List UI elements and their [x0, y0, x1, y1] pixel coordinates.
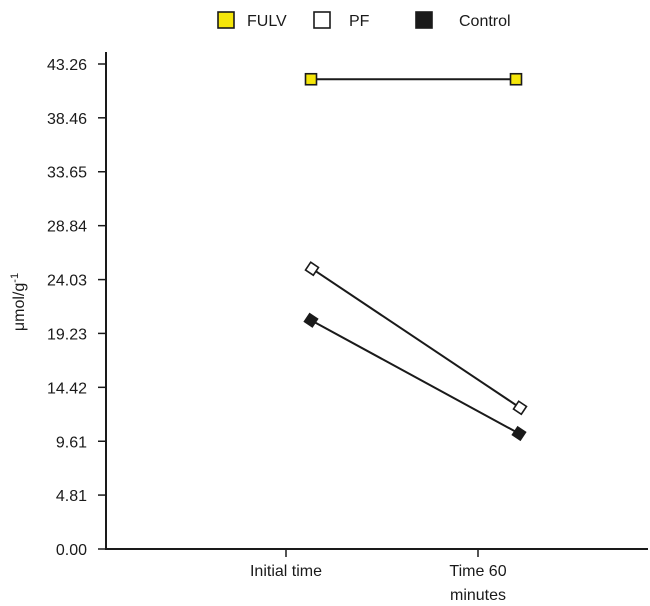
legend-item-pf: PF [313, 11, 370, 30]
legend: FULV PF Control [217, 11, 511, 30]
legend-label: Control [459, 13, 511, 30]
data-point [509, 72, 523, 86]
data-point [304, 261, 320, 277]
series-line [311, 267, 521, 409]
x-tick-label: Initial time [250, 563, 322, 580]
legend-swatch [415, 11, 433, 29]
y-axis-title-main: μmol/g [11, 283, 28, 331]
y-tick-label: 19.23 [47, 326, 87, 343]
data-point [304, 72, 318, 86]
y-tick-label: 14.42 [47, 380, 87, 397]
series-pf [304, 261, 528, 416]
y-tick-label: 28.84 [47, 219, 87, 236]
y-axis-title: μmol/g-1 [9, 273, 28, 331]
legend-label: FULV [247, 13, 287, 30]
legend-item-fulv: FULV [217, 11, 287, 30]
y-tick-label: 33.65 [47, 165, 87, 182]
data-point [303, 312, 319, 328]
legend-swatch [217, 11, 235, 29]
y-axis: 0.00 4.81 9.61 14.42 19.23 24.03 28.84 33.65 38.… [47, 52, 107, 559]
x-tick-label: minutes [450, 587, 506, 604]
legend-swatch [313, 11, 331, 29]
x-axis: Initial time Time 60 minutes [105, 548, 648, 604]
series-layer [303, 72, 528, 442]
y-tick-label: 38.46 [47, 111, 87, 128]
y-tick-label: 0.00 [56, 542, 87, 559]
y-tick-label: 24.03 [47, 273, 87, 290]
y-tick-label: 43.26 [47, 57, 87, 74]
legend-label: PF [349, 13, 370, 30]
series-control [303, 312, 527, 442]
x-tick-label: Time 60 [449, 563, 506, 580]
data-point [511, 425, 527, 442]
y-axis-title-exponent: -1 [9, 273, 21, 283]
series-fulv [304, 72, 523, 86]
data-point [512, 400, 528, 416]
y-tick-label: 4.81 [56, 488, 87, 505]
legend-item-control: Control [415, 11, 511, 30]
series-line [310, 319, 520, 435]
y-tick-label: 9.61 [56, 434, 87, 451]
